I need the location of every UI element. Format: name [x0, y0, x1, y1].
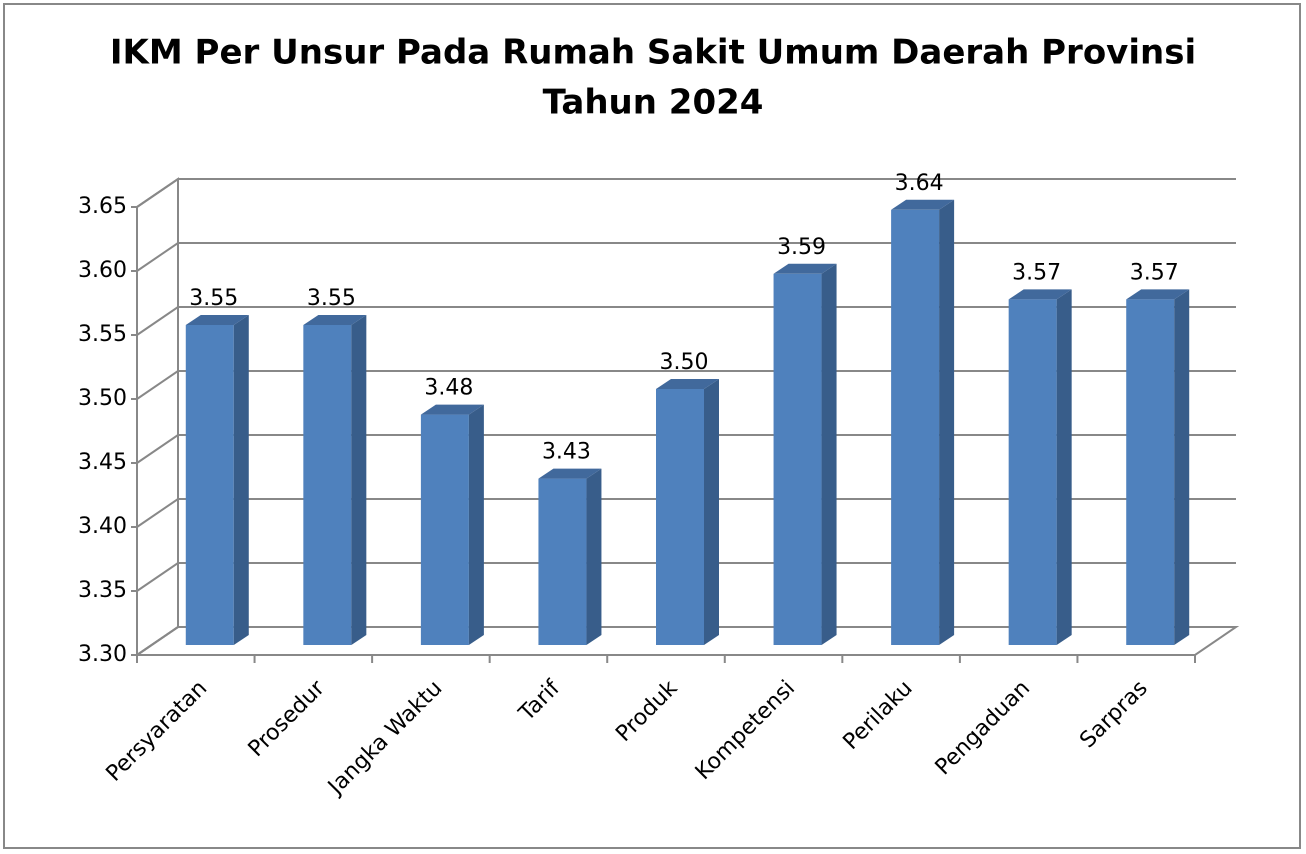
bar-top — [773, 263, 837, 274]
bar-side — [468, 404, 484, 645]
value-label: 3.55 — [307, 286, 356, 311]
bar-side — [351, 315, 367, 645]
value-label: 3.64 — [895, 171, 944, 196]
grid-line — [136, 498, 1236, 528]
bar-side — [1174, 289, 1190, 645]
bar — [538, 478, 587, 645]
bar-side — [704, 379, 719, 645]
y-tick-label: 3.65 — [78, 194, 127, 219]
bar-side — [586, 468, 602, 645]
bar-top — [538, 468, 602, 479]
value-label: 3.57 — [1012, 260, 1061, 285]
y-tick-label: 3.35 — [78, 578, 127, 603]
grid-line — [136, 626, 1236, 656]
y-tick-label: 3.50 — [78, 386, 127, 411]
value-label: 3.43 — [542, 440, 591, 465]
value-label: 3.57 — [1130, 260, 1179, 285]
bar-side — [233, 315, 249, 645]
value-label: 3.50 — [660, 350, 709, 375]
bar-top — [185, 315, 249, 325]
grid-line — [136, 434, 1236, 464]
bar-top — [303, 315, 367, 325]
bar — [303, 325, 352, 645]
chart-title: Tahun 2024 — [543, 83, 764, 123]
bar — [420, 414, 469, 645]
chart-title: IKM Per Unsur Pada Rumah Sakit Umum Daer… — [110, 33, 1196, 73]
bar-top — [891, 199, 955, 210]
bar — [891, 209, 940, 646]
bar — [185, 325, 234, 645]
grid-line — [136, 242, 1236, 272]
bar — [773, 273, 822, 645]
bar-top — [420, 404, 484, 415]
bar-side — [821, 263, 837, 645]
y-tick-label: 3.60 — [78, 258, 127, 283]
value-label: 3.55 — [189, 286, 238, 311]
value-label: 3.59 — [777, 235, 826, 260]
bar — [656, 389, 704, 645]
grid-line — [136, 306, 1236, 336]
bar-side — [1056, 289, 1072, 645]
bar — [1126, 299, 1175, 645]
grid-line — [136, 178, 1236, 208]
value-label: 3.48 — [424, 376, 473, 401]
bar-top — [1008, 289, 1072, 300]
grid-line — [136, 562, 1236, 592]
bar — [1008, 299, 1057, 645]
y-tick-label: 3.40 — [78, 514, 127, 539]
y-tick-label: 3.55 — [78, 322, 127, 347]
bar-side — [939, 199, 955, 646]
y-tick-label: 3.45 — [78, 450, 127, 475]
grid-line — [136, 370, 1236, 400]
y-tick-label: 3.30 — [78, 642, 127, 667]
bar-top — [1126, 289, 1190, 300]
bar-top — [656, 379, 719, 389]
